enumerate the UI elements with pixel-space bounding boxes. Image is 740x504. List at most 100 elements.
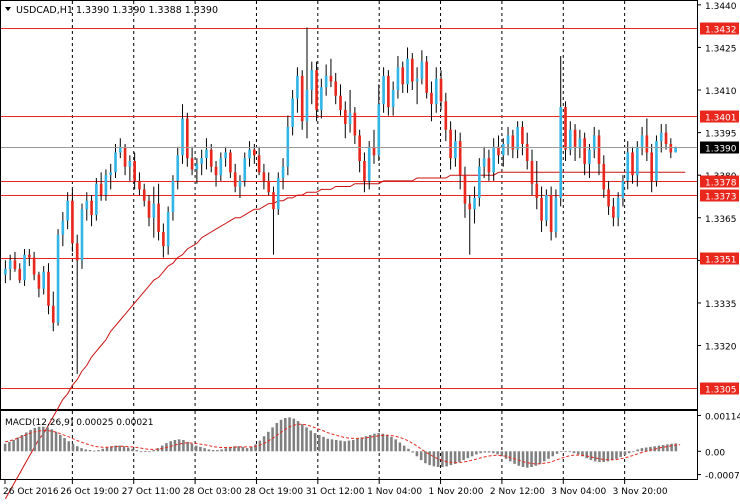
candle-body bbox=[592, 135, 596, 150]
macd-bar bbox=[318, 434, 321, 452]
macd-bar bbox=[356, 438, 359, 452]
macd-bar bbox=[220, 449, 223, 452]
macd-bar bbox=[517, 451, 521, 466]
candle-body bbox=[4, 268, 7, 275]
macd-bar bbox=[84, 449, 88, 452]
macd-bar bbox=[623, 451, 627, 456]
macd-bar bbox=[8, 441, 11, 452]
candle-body bbox=[8, 260, 12, 269]
macd-bar bbox=[143, 451, 147, 453]
candle-body bbox=[123, 146, 127, 167]
candle-body bbox=[109, 172, 113, 176]
candle-body bbox=[530, 160, 534, 184]
candle bbox=[8, 254, 12, 281]
candlestick-series bbox=[4, 27, 677, 374]
candle-body bbox=[128, 160, 132, 167]
level-tag-label: 1.3373 bbox=[705, 193, 737, 203]
candle-body bbox=[286, 126, 290, 167]
candle-body bbox=[564, 107, 567, 150]
macd-bar bbox=[496, 451, 499, 455]
macd-bar bbox=[59, 434, 62, 452]
candle bbox=[205, 138, 208, 170]
macd-bar bbox=[627, 451, 631, 454]
candle bbox=[214, 160, 218, 187]
candle bbox=[118, 138, 122, 159]
candle-body bbox=[152, 203, 156, 218]
candle bbox=[114, 143, 117, 179]
candle-body bbox=[377, 104, 381, 156]
macd-tick-label: 0.00114 bbox=[705, 412, 740, 422]
candle bbox=[157, 183, 160, 241]
candle-body bbox=[449, 129, 452, 159]
macd-bar bbox=[313, 433, 317, 452]
candle-body bbox=[75, 243, 79, 261]
current-price-tag-bg bbox=[700, 141, 739, 154]
macd-bar bbox=[589, 451, 593, 461]
candle bbox=[444, 92, 448, 142]
macd-tick-label: -0.00074 bbox=[705, 472, 740, 482]
macd-bar bbox=[351, 439, 355, 452]
candle-body bbox=[56, 234, 60, 323]
macd-bar bbox=[301, 424, 304, 452]
candle-body bbox=[597, 135, 601, 164]
macd-bar bbox=[500, 451, 504, 457]
macd-bar bbox=[216, 450, 219, 452]
macd-bar bbox=[54, 431, 58, 452]
candle bbox=[18, 263, 22, 284]
candle bbox=[339, 84, 342, 116]
dropdown-triangle-icon[interactable] bbox=[5, 7, 11, 11]
candle bbox=[276, 172, 280, 215]
candle-body bbox=[315, 70, 318, 110]
candle bbox=[171, 175, 175, 221]
candle-body bbox=[363, 160, 366, 181]
candle-body bbox=[659, 132, 663, 142]
candle bbox=[181, 104, 184, 164]
macd-bar bbox=[424, 451, 427, 464]
candle-body bbox=[343, 109, 347, 125]
candle-body bbox=[334, 81, 338, 96]
macd-bar bbox=[466, 451, 470, 459]
macd-bar bbox=[241, 446, 245, 452]
candle-body bbox=[506, 135, 510, 144]
candle bbox=[415, 67, 419, 105]
macd-bar bbox=[250, 446, 253, 452]
candle-body bbox=[372, 146, 376, 156]
macd-bar bbox=[347, 440, 351, 452]
candle bbox=[56, 229, 60, 326]
candle bbox=[626, 141, 630, 190]
time-axis[interactable]: 26 Oct 2016 26 Oct 19:00 27 Oct 11:00 28 Oc… bbox=[3, 480, 668, 497]
candle-body bbox=[578, 138, 582, 147]
candle-body bbox=[559, 107, 563, 198]
candle-body bbox=[118, 146, 122, 153]
macd-bar bbox=[453, 451, 457, 464]
candle bbox=[406, 47, 409, 93]
macd-bar bbox=[568, 451, 572, 453]
candle-body bbox=[233, 172, 237, 187]
candle bbox=[516, 121, 519, 159]
macd-bar bbox=[640, 448, 644, 452]
candle bbox=[372, 129, 376, 164]
macd-bar bbox=[402, 445, 406, 452]
candle-body bbox=[32, 257, 36, 275]
candle bbox=[257, 146, 261, 176]
candle-body bbox=[645, 135, 649, 153]
candle-body bbox=[540, 197, 543, 221]
candle-body bbox=[621, 180, 625, 198]
macd-bar bbox=[194, 445, 198, 452]
candle-body bbox=[492, 146, 496, 173]
candle-body bbox=[272, 192, 275, 210]
candle-body bbox=[420, 61, 424, 79]
macd-bar bbox=[576, 451, 580, 455]
candle bbox=[473, 186, 476, 224]
level-tag-label: 1.3351 bbox=[705, 256, 737, 266]
macd-bar bbox=[428, 451, 431, 466]
macd-bar bbox=[3, 443, 7, 452]
macd-bar bbox=[63, 438, 66, 452]
candle bbox=[583, 132, 586, 176]
candle-body bbox=[516, 126, 519, 150]
macd-bar bbox=[29, 429, 32, 452]
candle bbox=[138, 172, 141, 196]
candle-body bbox=[95, 183, 98, 215]
candle bbox=[545, 189, 548, 227]
